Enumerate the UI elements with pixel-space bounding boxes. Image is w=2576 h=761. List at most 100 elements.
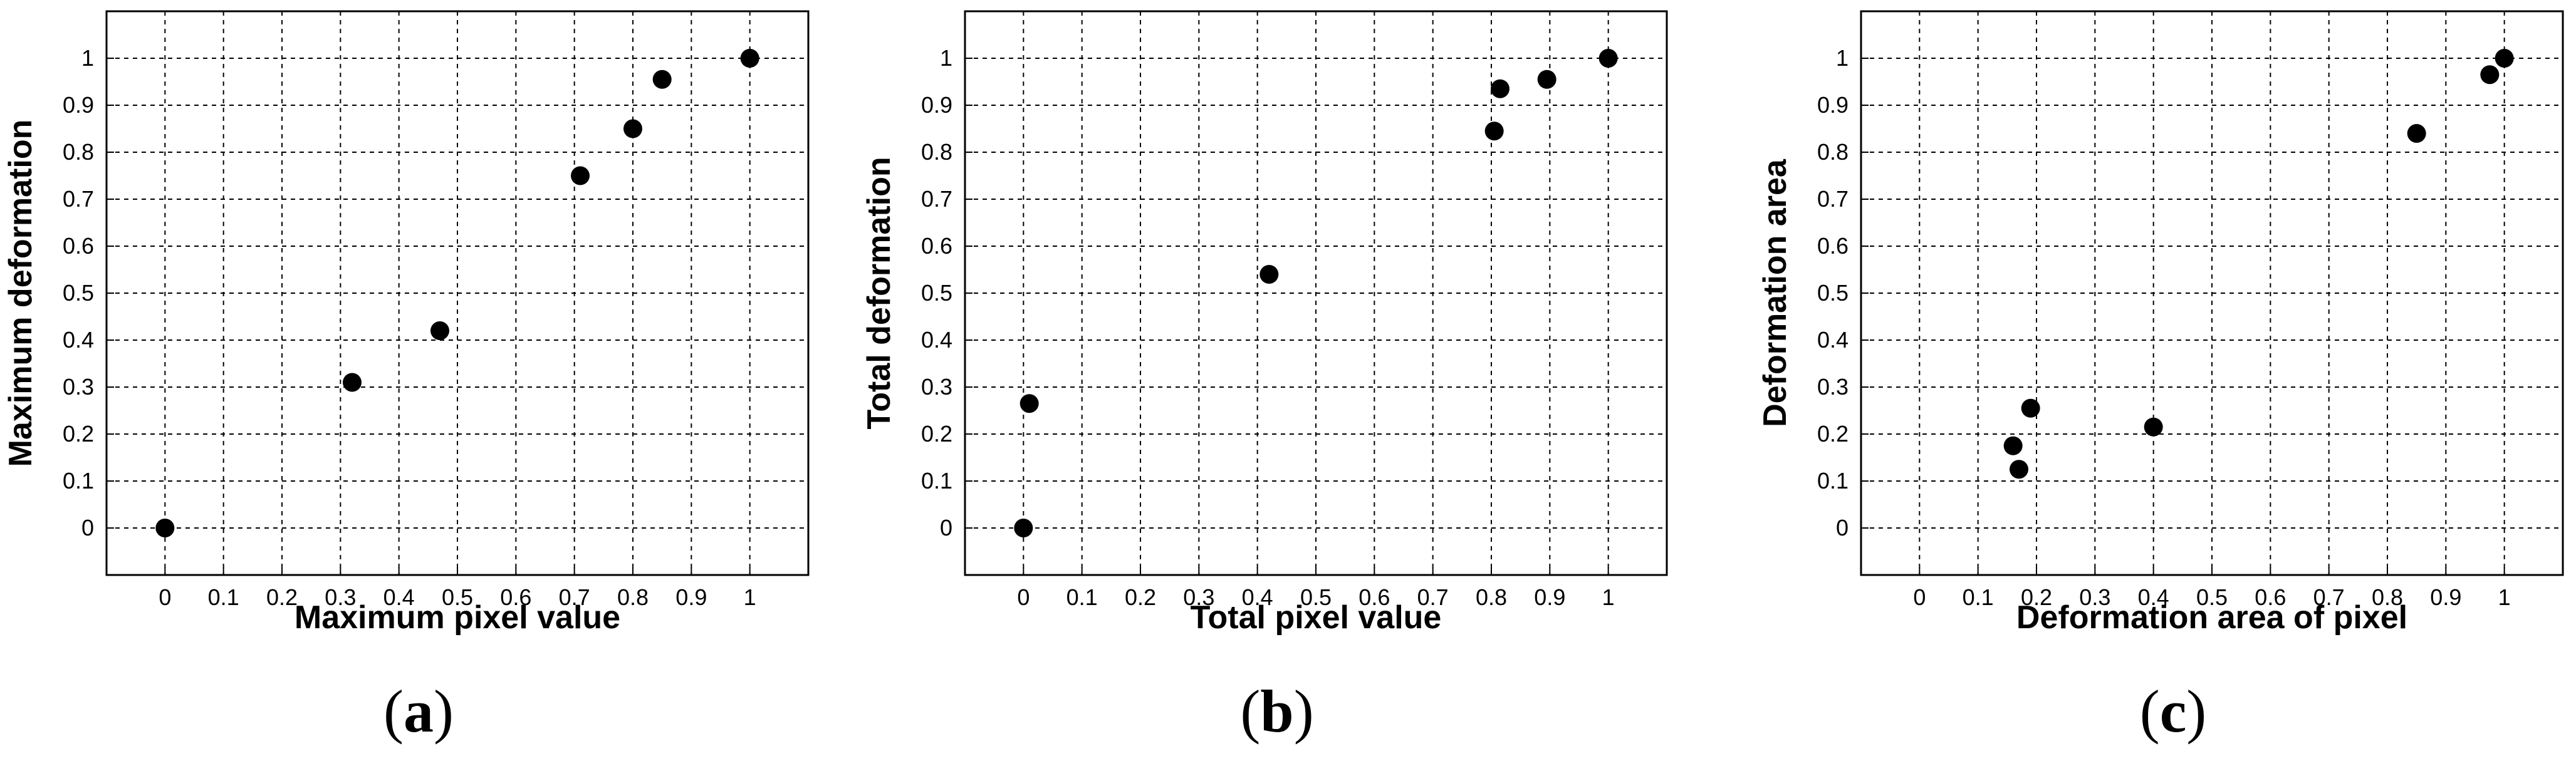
data-point xyxy=(1537,70,1557,89)
plot-frame xyxy=(964,10,1668,576)
data-point xyxy=(343,373,362,392)
data-point xyxy=(1019,394,1039,413)
x-tick-label: 0.1 xyxy=(208,584,239,610)
y-tick-label: 0.5 xyxy=(63,280,94,306)
y-tick-label: 0.6 xyxy=(63,233,94,259)
x-tick-label: 0.7 xyxy=(559,584,590,610)
y-tick-label: 1 xyxy=(940,45,952,71)
data-point xyxy=(2480,65,2500,85)
x-tick-label: 0.6 xyxy=(500,584,531,610)
y-tick-label: 0.2 xyxy=(1817,421,1849,447)
x-tick-label: 0.3 xyxy=(2079,584,2110,610)
data-point xyxy=(1484,122,1504,141)
y-tick-label: 0.1 xyxy=(1817,468,1849,494)
x-axis-label: Maximum pixel value xyxy=(295,599,620,636)
x-axis-label: Total pixel value xyxy=(1191,599,1442,636)
y-tick-label: 0.3 xyxy=(1817,374,1849,400)
data-point xyxy=(2495,49,2514,68)
x-axis-label: Deformation area of pixel xyxy=(2016,599,2407,636)
x-tick-label: 0.3 xyxy=(325,584,356,610)
x-tick-label: 0.1 xyxy=(1963,584,1994,610)
x-tick-label: 0.3 xyxy=(1183,584,1214,610)
y-tick-label: 0 xyxy=(1836,515,1849,541)
x-tick-label: 0.1 xyxy=(1066,584,1098,610)
x-tick-label: 1 xyxy=(744,584,756,610)
y-tick-label: 0.6 xyxy=(921,233,952,259)
y-tick-label: 0.4 xyxy=(1817,327,1849,353)
x-tick-label: 0.5 xyxy=(1300,584,1332,610)
x-tick-label: 0.4 xyxy=(383,584,415,610)
x-tick-label: 0.7 xyxy=(2313,584,2345,610)
scatter-panel-2: 0 0.1 0.2 0.3 0.4 0.5 0.6 0.7 0.8 0.9 1 0 0.1 0.2 0.3 0… xyxy=(861,10,1668,745)
y-tick-label: 0.4 xyxy=(921,327,952,353)
y-axis-label: Deformation area xyxy=(1757,158,1793,427)
x-tick-label: 0.2 xyxy=(1125,584,1156,610)
y-tick-label: 0.9 xyxy=(1817,92,1849,118)
data-point xyxy=(2003,436,2023,455)
x-tick-label: 0.5 xyxy=(2196,584,2228,610)
y-tick-label: 0.3 xyxy=(921,374,952,400)
y-tick-label: 0.8 xyxy=(63,139,94,165)
y-tick-label: 0.3 xyxy=(63,374,94,400)
y-tick-label: 0.5 xyxy=(921,280,952,306)
data-point xyxy=(571,166,590,185)
y-tick-label: 0.5 xyxy=(1817,280,1849,306)
y-tick-label: 0 xyxy=(81,515,94,541)
x-tick-label: 0.8 xyxy=(2372,584,2403,610)
y-tick-label: 0 xyxy=(940,515,952,541)
y-tick-label: 0.4 xyxy=(63,327,94,353)
y-tick-label: 0.1 xyxy=(63,468,94,494)
x-tick-label: 0.7 xyxy=(1417,584,1449,610)
x-tick-label: 1 xyxy=(2498,584,2511,610)
x-tick-label: 0.2 xyxy=(266,584,298,610)
y-tick-label: 0.9 xyxy=(921,92,952,118)
y-tick-label: 0.7 xyxy=(921,186,952,212)
data-point xyxy=(1259,265,1279,284)
x-tick-label: 1 xyxy=(1602,584,1615,610)
data-point xyxy=(1598,49,1618,68)
data-point xyxy=(2144,417,2163,437)
data-point xyxy=(740,49,759,68)
data-point xyxy=(2010,460,2028,479)
x-tick-label: 0.8 xyxy=(617,584,649,610)
y-tick-label: 0.2 xyxy=(63,421,94,447)
y-tick-label: 0.7 xyxy=(1817,186,1849,212)
panels: 0 0.1 0.2 0.3 0.4 0.5 0.6 0.7 0.8 0.9 1 0 0.1 0.2 0.3 0… xyxy=(3,10,2564,745)
y-axis-label: Maximum deformation xyxy=(3,120,39,467)
panel-label: (a) xyxy=(383,678,454,745)
x-tick-label: 0.8 xyxy=(1476,584,1507,610)
panel-label: (b) xyxy=(1240,678,1313,745)
scatter-panel-1: 0 0.1 0.2 0.3 0.4 0.5 0.6 0.7 0.8 0.9 1 0 0.1 0.2 0.3 0… xyxy=(3,10,810,745)
x-tick-label: 0.4 xyxy=(1242,584,1273,610)
data-point xyxy=(652,70,672,89)
y-tick-label: 0.9 xyxy=(63,92,94,118)
x-tick-label: 0.9 xyxy=(1534,584,1565,610)
x-tick-label: 0.6 xyxy=(1358,584,1390,610)
data-point xyxy=(1014,519,1033,537)
data-point xyxy=(1491,79,1510,98)
data-point xyxy=(155,519,175,537)
x-tick-label: 0.5 xyxy=(442,584,473,610)
data-point xyxy=(430,321,449,340)
y-tick-label: 1 xyxy=(1836,45,1849,71)
plot-frame xyxy=(1860,10,2564,576)
y-axis-label: Total deformation xyxy=(861,157,897,429)
data-point xyxy=(623,119,642,138)
x-tick-label: 0 xyxy=(1913,584,1926,610)
scatter-panel-3: 0 0.1 0.2 0.3 0.4 0.5 0.6 0.7 0.8 0.9 1 0 0.1 0.2 0.3 0… xyxy=(1757,10,2564,745)
x-tick-label: 0.4 xyxy=(2138,584,2169,610)
y-tick-label: 1 xyxy=(81,45,94,71)
x-tick-label: 0.6 xyxy=(2255,584,2286,610)
x-tick-label: 0.9 xyxy=(675,584,707,610)
y-tick-label: 0.8 xyxy=(921,139,952,165)
data-point xyxy=(2021,398,2040,418)
y-tick-label: 0.2 xyxy=(921,421,952,447)
y-tick-label: 0.8 xyxy=(1817,139,1849,165)
x-tick-label: 0 xyxy=(1017,584,1030,610)
y-tick-label: 0.6 xyxy=(1817,233,1849,259)
x-tick-label: 0.2 xyxy=(2021,584,2052,610)
y-tick-label: 0.7 xyxy=(63,186,94,212)
x-tick-label: 0.9 xyxy=(2430,584,2461,610)
plot-frame xyxy=(105,10,810,576)
